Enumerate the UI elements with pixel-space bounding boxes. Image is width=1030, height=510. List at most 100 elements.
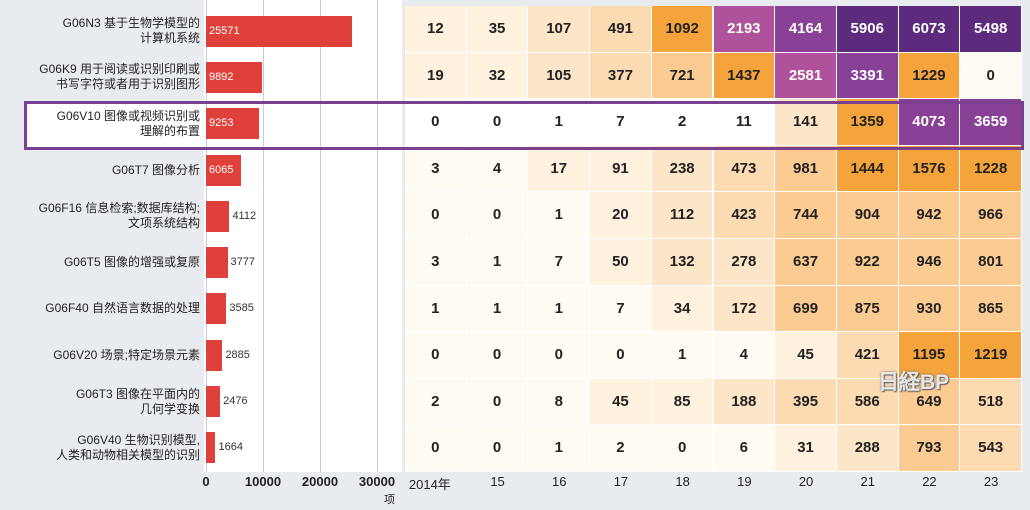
row-label-line: G06V20 场景;特定场景元素: [53, 347, 200, 362]
row-label-line: G06F16 信息检索;数据库结构;: [38, 201, 200, 216]
heatmap-cell: 904: [836, 192, 899, 239]
bar-value-label: 1664: [218, 441, 243, 454]
heatmap-cell: 0: [405, 192, 467, 239]
heatmap-cell: 85: [651, 378, 714, 426]
heatmap-cell: 238: [651, 145, 714, 193]
row-label-line: G06T7 图像分析: [111, 162, 200, 177]
heatmap-cell: 966: [960, 192, 1022, 239]
heatmap-cell: 699: [775, 285, 837, 333]
heatmap-cell: 4: [466, 145, 529, 193]
row-label: G06T7 图像分析: [112, 163, 200, 178]
heatmap-cell: 930: [898, 285, 961, 333]
bar: [206, 200, 230, 232]
heatmap-cell: 3391: [836, 52, 899, 100]
row-label: G06T5 图像的增强或复原: [64, 255, 200, 270]
row-label: G06T3 图像在平面内的 几何学变换: [76, 387, 200, 417]
bar-value-label: 3585: [229, 302, 254, 315]
bar: [206, 15, 352, 47]
row-label: G06V40 生物识别模型, 人类和动物相关模型的识别: [56, 433, 200, 463]
row-label-line: G06F40 自然语言数据的处理: [45, 301, 200, 316]
bar: [206, 386, 221, 418]
heatmap-cell: 4: [713, 332, 776, 379]
x-axis-tick-label: 10000: [244, 474, 282, 489]
heatmap-cell: 1092: [651, 6, 714, 53]
bar: [206, 293, 227, 325]
row-label-line: G06N3 基于生物学模型的: [62, 16, 200, 31]
heatmap-cell: 1: [528, 425, 591, 472]
row-label: G06F16 信息检索;数据库结构; 文项系统结构: [39, 201, 200, 231]
heatmap-cell: 0: [466, 378, 529, 426]
heatmap-cell: 1: [528, 285, 591, 333]
heatmap-cell: 1437: [713, 52, 776, 100]
heatmap-cell: 1219: [960, 332, 1022, 379]
bar-gridline: [263, 0, 264, 472]
bar-value-label: 2885: [225, 348, 250, 361]
heatmap-cell: 1: [405, 285, 467, 333]
highlight-row-background: [27, 104, 204, 147]
heatmap-cell: 7: [590, 99, 652, 146]
heatmap-cell: 473: [713, 145, 776, 193]
year-label: 19: [737, 474, 752, 489]
heatmap-cell: 0: [590, 332, 652, 379]
bar-value-label: 9892: [209, 70, 234, 83]
bar: [206, 247, 228, 279]
heatmap-cell: 188: [713, 378, 776, 426]
heatmap-cell: 2: [405, 378, 467, 426]
heatmap-cell: 3: [405, 145, 467, 193]
heatmap-cell: 5498: [960, 6, 1022, 53]
bar: [206, 108, 259, 140]
heatmap-cell: 3: [405, 239, 467, 286]
row-label-line: 理解的布置: [139, 123, 200, 138]
heatmap-cell: 942: [898, 192, 961, 239]
heatmap-cell: 586: [836, 378, 899, 426]
bar-value-label: 2476: [223, 395, 248, 408]
heatmap-cell: 491: [590, 6, 652, 53]
heatmap-cell: 377: [590, 52, 652, 100]
heatmap-cell: 1576: [898, 145, 961, 193]
heatmap-cell: 0: [405, 332, 467, 379]
heatmap-cell: 0: [651, 425, 714, 472]
heatmap-cell: 112: [651, 192, 714, 239]
row-label-line: G06T3 图像在平面内的: [75, 386, 200, 401]
heatmap-cell: 6: [713, 425, 776, 472]
year-label: 2014年: [408, 477, 451, 492]
heatmap-cell: 1195: [898, 332, 961, 379]
heatmap-cell: 423: [713, 192, 776, 239]
year-label: 15: [490, 474, 505, 489]
bar-gridline: [320, 0, 321, 472]
heatmap-cell: 7: [528, 239, 591, 286]
row-label: G06V10 图像或视频识别或 理解的布置: [57, 109, 200, 139]
year-label: 23: [983, 474, 999, 489]
row-label-line: 人类和动物相关模型的识别: [55, 447, 200, 462]
heatmap-cell: 1: [466, 239, 529, 286]
bar: [206, 154, 241, 186]
x-axis-tick-label: 30000: [358, 474, 396, 489]
heatmap-cell: 4073: [898, 99, 961, 146]
year-label: 22: [922, 474, 937, 489]
bar-value-label: 3777: [230, 256, 255, 269]
year-label: 18: [675, 474, 690, 489]
heatmap-cell: 0: [405, 99, 467, 146]
heatmap-cell: 543: [960, 425, 1022, 472]
heatmap-cell: 2193: [713, 6, 776, 53]
bar-panel: 25571 9892 9253 6065 4112 3777 3585 2885 2476 166…: [204, 0, 402, 472]
heatmap-cell: 7: [590, 285, 652, 333]
heatmap-cell: 0: [466, 332, 529, 379]
heatmap-cell: 17: [528, 145, 591, 193]
heatmap-cell: 35: [466, 6, 529, 53]
heatmap-cell: 141: [775, 99, 837, 146]
row-label-line: G06K9 用于阅读或识别印刷或: [39, 62, 200, 77]
heatmap-panel: 12 35 107 491 1092 2193 4164 5906 6073 5498 19 32 10…: [405, 6, 1022, 472]
heatmap-cell: 649: [898, 378, 961, 426]
heatmap-cell: 637: [775, 239, 837, 286]
watermark: 日経BP: [878, 371, 950, 394]
heatmap-cell: 91: [590, 145, 652, 193]
heatmap-cell: 865: [960, 285, 1022, 333]
heatmap-cell: 2: [590, 425, 652, 472]
x-axis-tick-label: 20000: [301, 474, 339, 489]
row-label-line: 几何学变换: [139, 401, 200, 416]
heatmap-cell: 1444: [836, 145, 899, 193]
heatmap-cell: 793: [898, 425, 961, 472]
heatmap-cell: 0: [960, 52, 1022, 100]
heatmap-cell: 2: [651, 99, 714, 146]
